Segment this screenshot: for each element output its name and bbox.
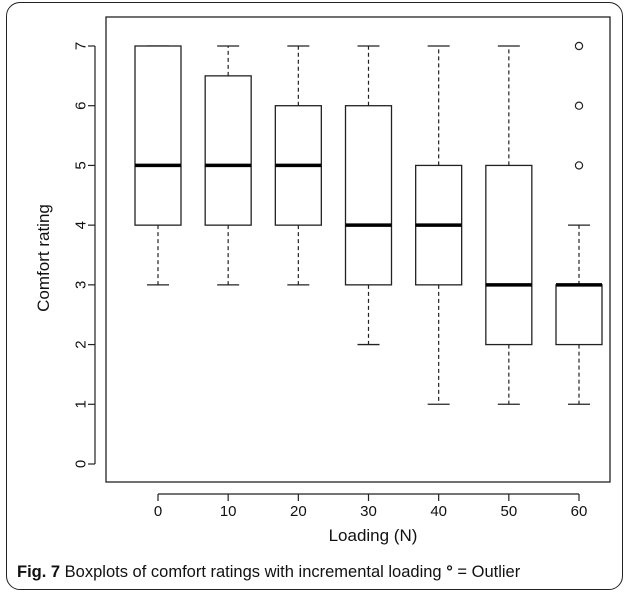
plot-border (105, 16, 611, 483)
iqr-box-10 (204, 75, 252, 226)
box-0 (134, 45, 182, 286)
iqr-box-60 (555, 284, 603, 346)
box-10 (204, 45, 252, 286)
y-tick-label-0: 0 (72, 460, 89, 468)
iqr-box-50 (485, 164, 533, 346)
outlier-point (574, 41, 584, 51)
figure-caption: Fig. 7 Boxplots of comfort ratings with … (17, 563, 520, 582)
x-tick-label-20: 20 (290, 503, 307, 520)
y-tick-label-2: 2 (72, 340, 89, 348)
x-tick-label-40: 40 (430, 503, 447, 520)
box-50 (485, 45, 533, 405)
x-tick-label-50: 50 (500, 503, 517, 520)
box-60 (555, 41, 603, 405)
caption-text: Boxplots of comfort ratings with increme… (60, 563, 447, 581)
box-20 (274, 45, 322, 286)
x-tick-label-0: 0 (154, 503, 162, 520)
x-axis-label: Loading (N) (329, 526, 418, 545)
y-tick-label-5: 5 (72, 161, 89, 169)
boxplot-chart: 0 1 2 3 4 5 6 7 0 10 20 30 40 50 60 Loading (N) Comfo… (34, 16, 611, 545)
plot-area (105, 16, 611, 483)
caption-outlier-text: = Outlier (452, 563, 521, 581)
iqr-box-30 (344, 105, 393, 286)
box-30 (344, 45, 393, 346)
y-tick-label-4: 4 (72, 221, 89, 229)
x-tick-label-10: 10 (220, 503, 237, 520)
x-tick-label-60: 60 (571, 503, 588, 520)
box-40 (415, 45, 463, 405)
y-tick-label-7: 7 (72, 42, 89, 50)
outlier-symbol: ° (446, 563, 453, 581)
outlier-point (574, 161, 584, 170)
figure-frame (6, 2, 623, 590)
iqr-box-0 (134, 45, 182, 226)
outlier-point (574, 101, 584, 110)
x-axis: 0 10 20 30 40 50 60 (154, 493, 588, 520)
y-axis-label: Comfort rating (34, 204, 53, 312)
y-tick-label-1: 1 (72, 400, 89, 408)
y-tick-label-6: 6 (72, 102, 89, 110)
x-tick-label-30: 30 (360, 503, 377, 520)
y-tick-label-3: 3 (72, 281, 89, 289)
boxes (134, 41, 603, 405)
y-axis: 0 1 2 3 4 5 6 7 (72, 42, 96, 468)
caption-label: Fig. 7 (17, 563, 61, 581)
